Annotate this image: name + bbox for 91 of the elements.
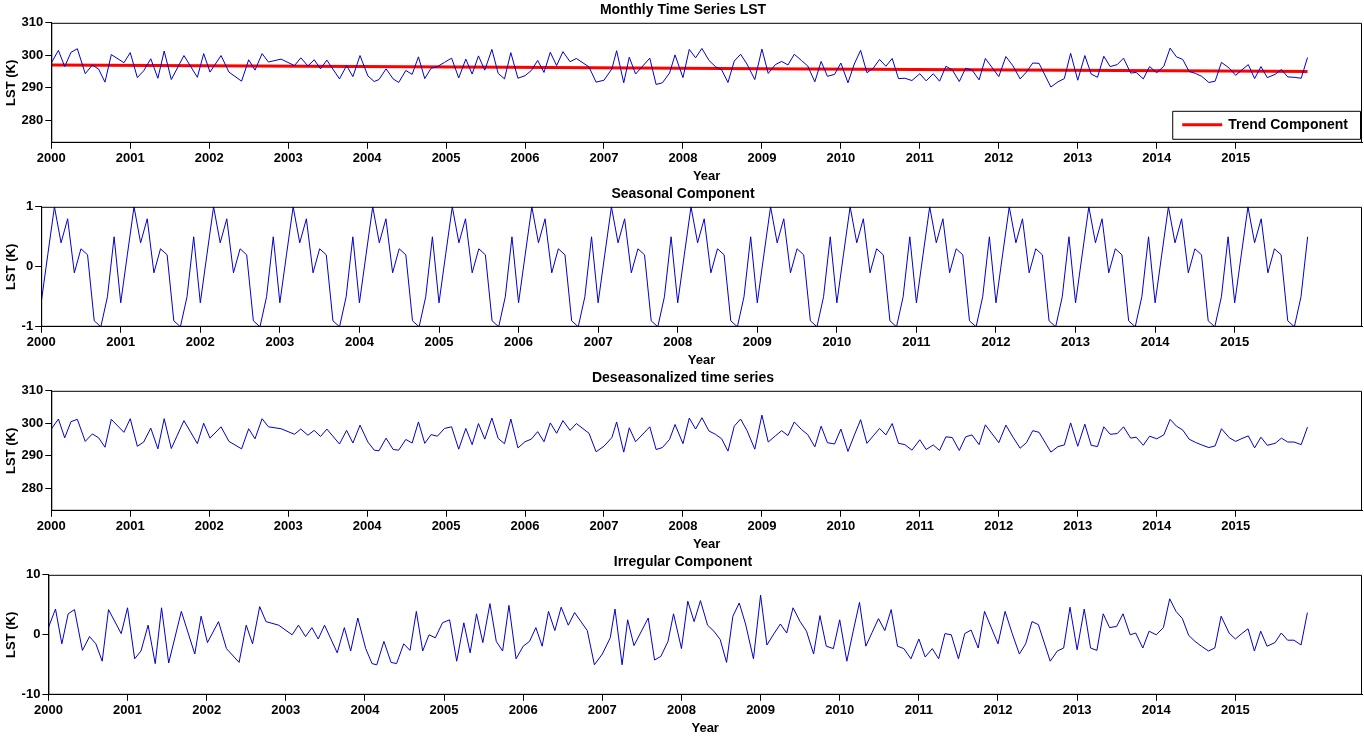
x-tick-label: 2013 — [1061, 334, 1091, 350]
x-tick-label: 2000 — [36, 150, 66, 166]
x-tick-label: 2010 — [825, 702, 855, 718]
y-tick-label: 280 — [21, 111, 44, 127]
x-tick-label: 2006 — [508, 702, 538, 718]
x-axis-title: Year — [691, 719, 719, 735]
x-tick-label: 2009 — [746, 702, 776, 718]
x-tick-label: 2009 — [742, 334, 772, 350]
x-tick-label: 2015 — [1220, 334, 1250, 350]
y-tick-label: 10 — [25, 566, 41, 582]
x-tick-label: 2006 — [504, 334, 534, 350]
x-tick-label: 2006 — [510, 518, 540, 534]
x-tick-label: 2001 — [115, 518, 145, 534]
x-tick-label: 2002 — [194, 518, 224, 534]
x-axis-title: Year — [687, 351, 716, 367]
x-axis-title: Year — [692, 535, 721, 551]
x-tick-label: 2004 — [352, 518, 383, 534]
y-tick-label: 0 — [33, 626, 41, 642]
x-tick-label: 2006 — [510, 150, 540, 166]
x-tick-label: 2000 — [33, 702, 63, 718]
x-tick-label: 2010 — [822, 334, 852, 350]
x-tick-label: 2011 — [905, 150, 934, 166]
y-axis-title: LST (K) — [3, 611, 19, 658]
x-tick-label: 2000 — [26, 334, 56, 350]
y-tick-label: 290 — [21, 447, 44, 463]
x-tick-label: 2014 — [1140, 334, 1171, 350]
legend-label: Trend Component — [1228, 115, 1349, 132]
y-tick-label: 300 — [21, 414, 44, 430]
x-tick-label: 2005 — [429, 702, 459, 718]
x-tick-label: 2007 — [589, 518, 619, 534]
x-tick-label: 2015 — [1221, 518, 1251, 534]
y-tick-label: 1 — [25, 198, 34, 214]
x-tick-label: 2014 — [1142, 518, 1172, 534]
x-tick-label: 2011 — [904, 702, 933, 718]
x-tick-label: 2014 — [1142, 150, 1172, 166]
x-tick-label: 2008 — [663, 334, 693, 350]
y-tick-label: -1 — [21, 318, 34, 334]
y-axis-title: LST (K) — [3, 427, 19, 474]
x-tick-label: 2010 — [826, 150, 856, 166]
y-tick-label: 0 — [25, 258, 34, 274]
x-tick-label: 2010 — [826, 518, 856, 534]
y-tick-label: -10 — [21, 686, 41, 702]
x-tick-label: 2004 — [344, 334, 375, 350]
y-axis-title: LST (K) — [3, 59, 19, 106]
x-tick-label: 2015 — [1220, 702, 1250, 718]
x-tick-label: 2004 — [352, 150, 383, 166]
x-tick-label: 2003 — [271, 702, 301, 718]
x-tick-label: 2000 — [36, 518, 66, 534]
x-tick-label: 2005 — [424, 334, 454, 350]
x-tick-label: 2014 — [1141, 702, 1172, 718]
x-tick-label: 2002 — [185, 334, 215, 350]
x-tick-label: 2003 — [273, 518, 303, 534]
x-tick-label: 2012 — [983, 702, 1013, 718]
x-tick-label: 2004 — [350, 702, 381, 718]
x-tick-label: 2009 — [747, 518, 777, 534]
x-tick-label: 2002 — [192, 702, 222, 718]
y-tick-label: 310 — [21, 382, 44, 398]
x-tick-label: 2012 — [981, 334, 1011, 350]
x-tick-label: 2007 — [589, 150, 619, 166]
x-tick-label: 2005 — [431, 150, 461, 166]
x-tick-label: 2001 — [106, 334, 136, 350]
x-tick-label: 2005 — [431, 518, 461, 534]
x-tick-label: 2011 — [902, 334, 931, 350]
x-axis-title: Year — [692, 167, 721, 183]
y-tick-label: 310 — [21, 14, 44, 30]
x-tick-label: 2008 — [668, 150, 698, 166]
x-tick-label: 2013 — [1062, 702, 1092, 718]
chart-title: Irregular Component — [613, 553, 753, 570]
y-tick-label: 280 — [21, 479, 44, 495]
chart-title: Seasonal Component — [611, 185, 755, 202]
y-axis-title: LST (K) — [3, 243, 19, 290]
x-tick-label: 2008 — [666, 702, 696, 718]
x-tick-label: 2003 — [265, 334, 295, 350]
y-tick-label: 300 — [21, 46, 44, 62]
y-tick-label: 290 — [21, 79, 44, 95]
x-tick-label: 2012 — [984, 150, 1014, 166]
chart-title: Deseasonalized time series — [591, 369, 775, 386]
x-tick-label: 2007 — [587, 702, 617, 718]
x-tick-label: 2011 — [905, 518, 934, 534]
x-tick-label: 2012 — [984, 518, 1014, 534]
x-tick-label: 2002 — [194, 150, 224, 166]
x-tick-label: 2007 — [583, 334, 613, 350]
x-tick-label: 2009 — [747, 150, 777, 166]
x-tick-label: 2013 — [1063, 150, 1093, 166]
chart-title: Monthly Time Series LST — [599, 1, 767, 18]
x-tick-label: 2013 — [1063, 518, 1093, 534]
x-tick-label: 2008 — [668, 518, 698, 534]
x-tick-label: 2015 — [1221, 150, 1251, 166]
x-tick-label: 2001 — [113, 702, 142, 718]
x-tick-label: 2001 — [115, 150, 145, 166]
x-tick-label: 2003 — [273, 150, 303, 166]
